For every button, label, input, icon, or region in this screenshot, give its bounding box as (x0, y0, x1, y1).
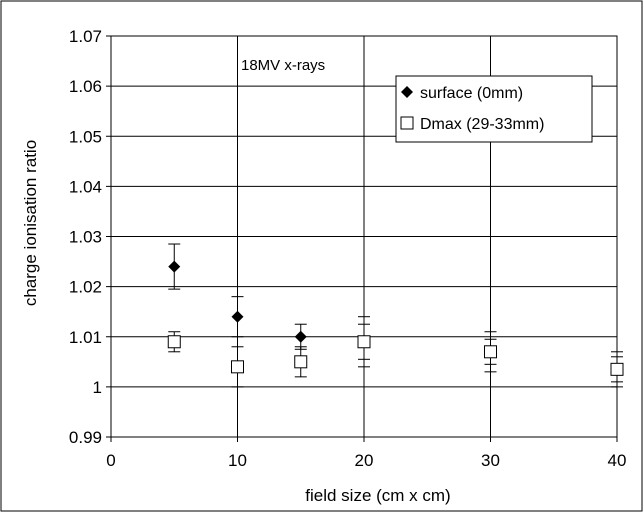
y-tick-label-6: 1.05 (69, 127, 102, 146)
legend-marker-square (400, 116, 414, 130)
y-tick-label-4: 1.03 (69, 228, 102, 247)
point-dmax-0 (167, 335, 181, 349)
y-tick-label-3: 1.02 (69, 278, 102, 297)
y-tick-label-7: 1.06 (69, 77, 102, 96)
data-markers (167, 260, 624, 376)
point-surface-0 (168, 260, 181, 273)
point-dmax-2 (294, 355, 308, 369)
legend-label-surface: surface (0mm) (420, 85, 523, 102)
axis-ticks: 0.99 1 1.01 1.02 1.03 1.04 1.05 1.06 1.07 0 10 20 30… (69, 27, 627, 470)
legend-marker-diamond (401, 86, 413, 98)
x-tick-label-0: 0 (106, 451, 115, 470)
x-tick-label-3: 30 (481, 451, 500, 470)
point-dmax-4 (484, 345, 497, 359)
x-tick-label-1: 10 (228, 451, 247, 470)
legend: surface (0mm) Dmax (29-33mm) (395, 75, 593, 143)
error-bars (168, 243, 623, 388)
annotation-18mv: 18MV x-rays (241, 57, 325, 74)
y-tick-label-2: 1.01 (69, 328, 102, 347)
point-dmax-5 (610, 362, 624, 376)
x-tick-label-2: 20 (355, 451, 374, 470)
point-surface-2 (294, 330, 307, 343)
y-tick-label-0: 0.99 (69, 428, 102, 447)
legend-box (395, 75, 593, 143)
y-tick-label-1: 1 (93, 378, 102, 397)
point-dmax-1 (231, 360, 244, 374)
y-axis-title: charge ionisation ratio (21, 140, 40, 306)
y-tick-label-5: 1.04 (69, 177, 102, 196)
x-tick-label-4: 40 (608, 451, 627, 470)
y-tick-label-8: 1.07 (69, 27, 102, 46)
point-dmax-3 (357, 335, 371, 349)
x-axis-title: field size (cm x cm) (305, 486, 450, 505)
legend-label-dmax: Dmax (29-33mm) (420, 116, 544, 133)
point-surface-1 (231, 310, 244, 323)
